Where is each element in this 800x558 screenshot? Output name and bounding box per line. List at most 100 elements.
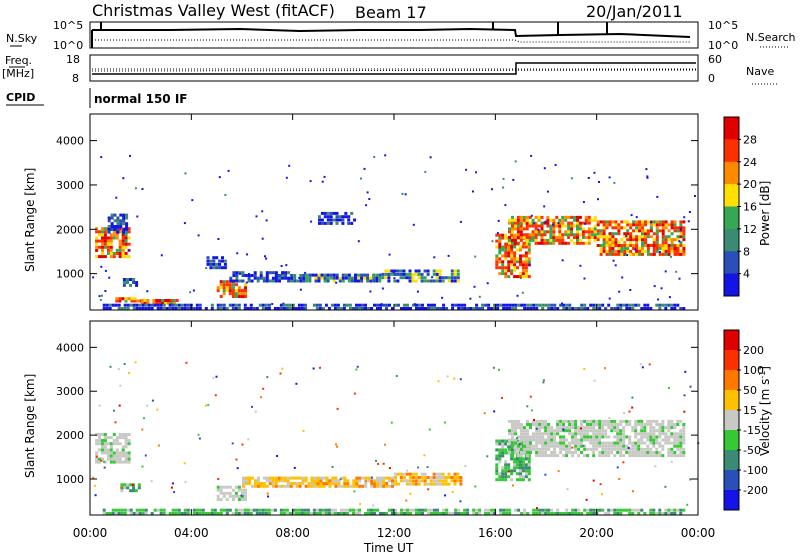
data-cell (571, 451, 575, 454)
data-cell (221, 256, 224, 260)
data-cell (623, 220, 627, 224)
data-cell (635, 223, 639, 227)
data-cell (614, 238, 618, 242)
data-cell (198, 508, 202, 512)
data-cell (164, 301, 168, 305)
data-cell (333, 307, 337, 310)
data-cell (429, 482, 433, 486)
data-cell (201, 508, 205, 512)
data-cell (571, 438, 575, 442)
data-cell (111, 512, 115, 515)
data-cell (602, 244, 606, 247)
scatter-cell (639, 363, 642, 366)
beam-label: Beam 17 (355, 3, 427, 22)
nsky-line (92, 27, 691, 38)
data-cell (493, 303, 497, 307)
data-cell (475, 508, 479, 512)
scatter-cell (355, 368, 358, 371)
data-cell (558, 238, 562, 242)
data-cell (241, 488, 244, 492)
data-cell (352, 512, 355, 515)
data-cell (364, 482, 368, 485)
data-cell (570, 233, 574, 237)
data-cell (212, 262, 216, 266)
data-cell (95, 255, 99, 259)
data-cell (520, 435, 523, 439)
data-cell (450, 272, 454, 276)
data-cell (114, 508, 118, 512)
data-cell (629, 226, 633, 230)
data-cell (418, 303, 421, 307)
data-cell (562, 423, 566, 426)
data-cell (103, 445, 107, 449)
data-cell (632, 235, 636, 239)
data-cell (498, 442, 502, 446)
scatter-cell (360, 177, 362, 180)
data-cell (568, 426, 572, 430)
data-cell (306, 508, 310, 512)
data-cell (231, 488, 235, 492)
data-cell (403, 512, 406, 515)
data-cell (376, 479, 380, 483)
data-cell (133, 299, 137, 303)
data-cell (604, 447, 608, 451)
data-cell (608, 249, 612, 253)
data-cell (513, 275, 517, 279)
scatter-cell (631, 396, 634, 399)
data-cell (444, 479, 448, 483)
data-cell (524, 472, 528, 476)
data-cell (578, 233, 582, 237)
data-cell (121, 252, 125, 255)
data-cell (243, 512, 247, 515)
data-cell (303, 508, 307, 512)
data-cell (577, 438, 581, 442)
data-cell (300, 512, 304, 515)
data-cell (616, 303, 620, 307)
data-cell (679, 451, 683, 454)
data-cell (216, 286, 220, 290)
data-cell (117, 512, 121, 515)
data-cell (101, 242, 104, 246)
data-cell (347, 276, 351, 280)
data-cell (507, 466, 511, 470)
data-cell (249, 303, 253, 307)
data-cell (617, 226, 621, 230)
data-cell (256, 279, 260, 283)
scatter-cell (215, 375, 218, 378)
data-cell (641, 244, 644, 247)
data-cell (115, 454, 119, 458)
scatter-cell (267, 495, 270, 498)
data-cell (498, 472, 502, 476)
data-cell (495, 463, 499, 467)
data-cell (278, 276, 281, 280)
data-cell (655, 423, 659, 426)
data-cell (127, 297, 131, 301)
power-cbar-label: Power [dB] (758, 181, 772, 246)
scatter-cell (227, 169, 230, 172)
data-cell (593, 236, 597, 239)
data-cell (316, 479, 320, 483)
nsearch-line (92, 39, 690, 43)
data-cell (277, 484, 281, 488)
data-cell (604, 454, 608, 458)
scatter-cell (428, 428, 431, 431)
data-cell (235, 274, 239, 277)
data-cell (312, 508, 316, 512)
data-cell (592, 303, 596, 307)
data-cell (456, 472, 460, 476)
data-cell (289, 484, 293, 488)
data-cell (519, 260, 522, 264)
data-cell (324, 303, 328, 307)
data-cell (550, 438, 554, 442)
data-cell (601, 303, 605, 307)
scatter-cell (546, 190, 549, 193)
data-cell (367, 476, 371, 480)
data-cell (168, 303, 172, 307)
data-cell (655, 232, 659, 236)
scatter-cell (427, 488, 430, 491)
data-cell (444, 276, 448, 280)
data-cell (192, 307, 196, 310)
data-cell (610, 307, 614, 310)
data-cell (661, 426, 665, 430)
data-cell (514, 438, 517, 442)
